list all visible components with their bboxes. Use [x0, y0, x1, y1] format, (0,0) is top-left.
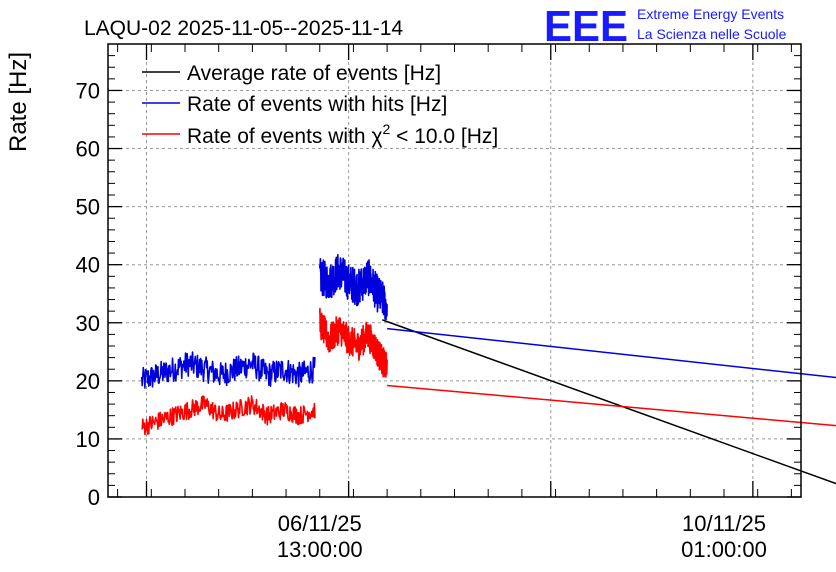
y-tick-label: 20 [76, 369, 100, 394]
legend-label-chi2-pre: Rate of events with [187, 125, 371, 148]
series-hits-rate-noisy-segment [318, 253, 388, 321]
y-tick-labels: 0 10 20 30 40 50 60 70 [76, 78, 100, 510]
eee-logo: EEE Extreme Energy Events La Scienza nel… [544, 2, 787, 51]
y-tick-label: 10 [76, 427, 100, 452]
y-tick-label: 60 [76, 137, 100, 162]
series-hits-rate-noisy-segment [140, 351, 316, 389]
x-tick-label-date: 06/11/25 [278, 511, 362, 536]
axis-ticks [108, 44, 801, 498]
series-chi2-rate-line-segment [387, 384, 836, 427]
legend-label-chi2-post: < 10.0 [Hz] [390, 125, 498, 148]
eee-logo-line2: La Scienza nelle Scuole [637, 26, 787, 42]
legend-label-hits: Rate of events with hits [Hz] [187, 93, 447, 116]
x-tick-label-date: 10/11/25 [682, 511, 766, 536]
series-chi2-rate-noisy-segment [141, 395, 316, 436]
y-tick-label: 30 [76, 311, 100, 336]
legend-label-chi2-chi: χ [371, 125, 382, 148]
x-tick-label-time: 13:00:00 [277, 537, 363, 562]
y-axis-label: Rate [Hz] [5, 52, 32, 152]
series-layer [140, 253, 836, 485]
legend-label-chi2-sup: 2 [382, 121, 390, 137]
series-hits-rate [140, 253, 836, 389]
eee-logo-line1: Extreme Energy Events [637, 6, 784, 22]
x-tick-label-time: 01:00:00 [681, 537, 767, 562]
series-hits-rate-line-segment [387, 327, 836, 379]
series-chi2-rate [141, 307, 836, 436]
y-tick-label: 70 [76, 78, 100, 103]
y-tick-label: 50 [76, 195, 100, 220]
x-tick-labels: 06/11/2513:00:0010/11/2501:00:0013/11/25… [277, 511, 767, 562]
series-average-rate-line-segment [382, 319, 836, 485]
series-average-rate [382, 319, 836, 485]
y-tick-label: 40 [76, 253, 100, 278]
y-tick-label: 0 [88, 485, 100, 510]
eee-logo-letters: EEE [544, 2, 628, 51]
legend-label-chi2: Rate of events with χ2 < 10.0 [Hz] [187, 121, 498, 148]
series-chi2-rate-noisy-segment [318, 307, 388, 378]
chart-title: LAQU-02 2025-11-05--2025-11-14 [84, 17, 403, 40]
grid [108, 44, 801, 497]
legend: Average rate of events [Hz] Rate of even… [142, 62, 498, 148]
legend-label-average: Average rate of events [Hz] [187, 62, 441, 85]
